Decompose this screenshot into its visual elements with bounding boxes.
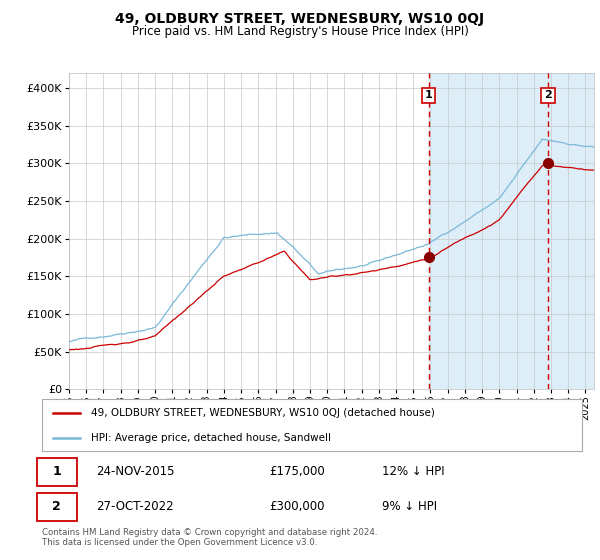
Text: 1: 1 <box>52 465 61 478</box>
Text: 49, OLDBURY STREET, WEDNESBURY, WS10 0QJ: 49, OLDBURY STREET, WEDNESBURY, WS10 0QJ <box>115 12 485 26</box>
Text: £175,000: £175,000 <box>269 465 325 478</box>
Text: 2: 2 <box>52 500 61 514</box>
Text: Contains HM Land Registry data © Crown copyright and database right 2024.
This d: Contains HM Land Registry data © Crown c… <box>42 528 377 547</box>
Text: 24-NOV-2015: 24-NOV-2015 <box>96 465 175 478</box>
Bar <box>429 73 600 389</box>
Text: 27-OCT-2022: 27-OCT-2022 <box>96 500 173 514</box>
FancyBboxPatch shape <box>42 399 582 451</box>
FancyBboxPatch shape <box>37 458 77 486</box>
Text: 2: 2 <box>544 90 552 100</box>
Text: 49, OLDBURY STREET, WEDNESBURY, WS10 0QJ (detached house): 49, OLDBURY STREET, WEDNESBURY, WS10 0QJ… <box>91 408 434 418</box>
Text: 12% ↓ HPI: 12% ↓ HPI <box>382 465 445 478</box>
Text: £300,000: £300,000 <box>269 500 325 514</box>
Text: 9% ↓ HPI: 9% ↓ HPI <box>382 500 437 514</box>
Text: 1: 1 <box>425 90 433 100</box>
FancyBboxPatch shape <box>37 493 77 521</box>
Text: Price paid vs. HM Land Registry's House Price Index (HPI): Price paid vs. HM Land Registry's House … <box>131 25 469 38</box>
Text: HPI: Average price, detached house, Sandwell: HPI: Average price, detached house, Sand… <box>91 433 331 443</box>
